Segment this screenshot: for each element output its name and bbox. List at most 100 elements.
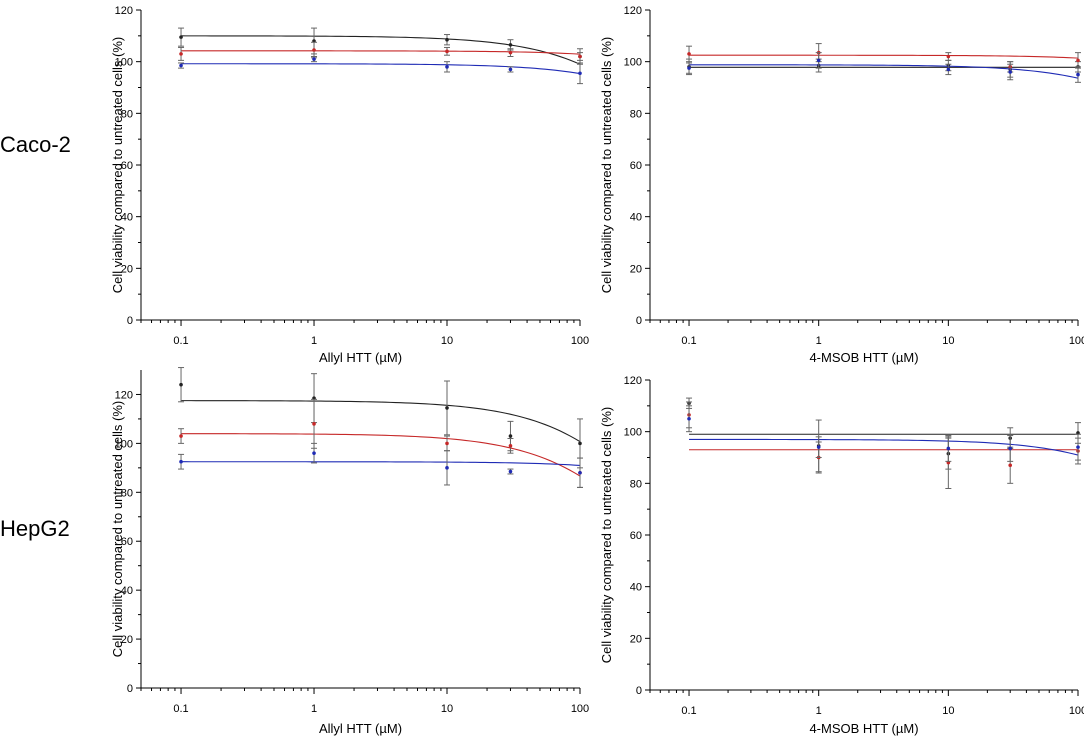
y-tick-label: 20 bbox=[630, 633, 642, 645]
x-tick-label: 1 bbox=[311, 335, 317, 347]
chart-panel-hepg2-msob: 0 20 40 60 80 100 120 0.1 1 10 100 4-MSOB HTT (µM) C… bbox=[599, 375, 1084, 736]
y-tick-label: 80 bbox=[121, 108, 133, 120]
x-tick-label: 0.1 bbox=[173, 335, 188, 347]
data-point-blue bbox=[179, 63, 183, 68]
data-point-black bbox=[179, 35, 183, 39]
y-tick-label: 0 bbox=[127, 683, 133, 695]
fit-curve-blue bbox=[689, 438, 1079, 456]
data-point-red bbox=[445, 441, 449, 446]
x-tick-label: 1 bbox=[816, 705, 822, 717]
data-point-blue bbox=[508, 469, 513, 474]
data-point-blue bbox=[578, 71, 582, 76]
y-tick-label: 120 bbox=[115, 389, 133, 401]
y-axis-title: Cell viability compared to untreated cel… bbox=[599, 37, 614, 294]
fit-curve-red bbox=[689, 54, 1079, 59]
data-point-blue bbox=[312, 451, 316, 455]
y-tick-label: 100 bbox=[624, 57, 642, 69]
x-tick-label: 1 bbox=[311, 703, 317, 715]
x-tick-label: 100 bbox=[571, 703, 589, 715]
y-axis-title: Cell viability compared to untreated cel… bbox=[599, 407, 614, 664]
y-tick-label: 40 bbox=[630, 212, 642, 224]
y-tick-label: 40 bbox=[121, 212, 133, 224]
y-tick-label: 100 bbox=[624, 427, 642, 439]
y-tick-label: 0 bbox=[636, 315, 642, 327]
row-label-hepg2: HepG2 bbox=[0, 516, 70, 541]
x-tick-label: 10 bbox=[441, 703, 453, 715]
data-point-red bbox=[508, 50, 513, 55]
data-point-red bbox=[946, 54, 951, 59]
x-tick-label: 100 bbox=[571, 335, 589, 347]
x-tick-label: 10 bbox=[942, 705, 954, 717]
data-point-black bbox=[508, 43, 513, 47]
y-tick-label: 0 bbox=[636, 685, 642, 697]
y-tick-label: 60 bbox=[630, 160, 642, 172]
data-point-black bbox=[508, 434, 513, 438]
data-point-black bbox=[445, 406, 449, 410]
y-tick-label: 20 bbox=[121, 263, 133, 275]
fit-curve-blue bbox=[689, 64, 1079, 79]
data-point-blue bbox=[445, 466, 449, 470]
data-point-blue bbox=[179, 459, 183, 464]
x-tick-label: 0.1 bbox=[681, 335, 696, 347]
data-point-blue bbox=[946, 446, 951, 451]
data-point-blue bbox=[946, 67, 951, 72]
data-point-red bbox=[687, 52, 691, 56]
data-point-blue bbox=[816, 445, 821, 449]
data-point-red bbox=[1008, 463, 1013, 468]
x-axis-title: Allyl HTT (µM) bbox=[319, 350, 402, 365]
data-point-blue bbox=[578, 470, 582, 475]
data-point-black bbox=[445, 37, 449, 42]
chart-panel-caco2-msob: 0 20 40 60 80 100 120 0.1 1 10 100 4-MSOB HTT (µM) C… bbox=[599, 5, 1084, 365]
data-point-black bbox=[179, 382, 183, 387]
data-point-blue bbox=[1076, 72, 1080, 77]
data-point-blue bbox=[1008, 446, 1013, 451]
y-tick-label: 120 bbox=[624, 5, 642, 17]
y-tick-label: 100 bbox=[115, 438, 133, 450]
x-tick-label: 10 bbox=[441, 335, 453, 347]
fit-curve-red bbox=[181, 433, 581, 477]
fit-curve-black bbox=[181, 400, 581, 443]
data-point-blue bbox=[816, 58, 821, 63]
data-point-blue bbox=[445, 65, 449, 69]
y-axis-title: Cell viability compared to untreated cel… bbox=[110, 37, 125, 294]
y-tick-label: 80 bbox=[630, 478, 642, 490]
y-tick-label: 60 bbox=[121, 536, 133, 548]
y-tick-label: 60 bbox=[121, 160, 133, 172]
data-point-blue bbox=[1008, 70, 1013, 74]
x-tick-label: 100 bbox=[1069, 335, 1084, 347]
x-tick-label: 100 bbox=[1069, 705, 1084, 717]
x-axis-title: 4-MSOB HTT (µM) bbox=[809, 350, 918, 365]
data-point-red bbox=[179, 52, 183, 56]
data-point-blue bbox=[687, 416, 691, 421]
fit-curve-black bbox=[181, 35, 581, 65]
y-tick-label: 40 bbox=[121, 585, 133, 597]
x-tick-label: 10 bbox=[942, 335, 954, 347]
y-tick-label: 80 bbox=[630, 108, 642, 120]
data-point-blue bbox=[1076, 445, 1080, 449]
y-axis-title: Cell viability compared to untreated cel… bbox=[110, 401, 125, 658]
y-tick-label: 20 bbox=[630, 263, 642, 275]
chart-panel-caco2-allyl: 0 20 40 60 80 100 120 0.1 1 10 100 Allyl HTT (µM) Ce… bbox=[110, 5, 589, 365]
data-point-red bbox=[312, 48, 316, 52]
y-tick-label: 20 bbox=[121, 634, 133, 646]
y-tick-label: 0 bbox=[127, 315, 133, 327]
x-tick-label: 0.1 bbox=[173, 703, 188, 715]
data-point-red bbox=[445, 49, 449, 54]
y-tick-label: 60 bbox=[630, 530, 642, 542]
data-point-red bbox=[179, 434, 183, 438]
y-tick-label: 120 bbox=[624, 375, 642, 387]
chart-panel-hepg2-allyl: 0 20 40 60 80 100 120 0.1 1 10 100 Allyl HTT (µM) Ce… bbox=[110, 367, 589, 736]
data-point-red bbox=[578, 54, 582, 59]
row-label-caco2: Caco-2 bbox=[0, 132, 71, 157]
data-point-blue bbox=[508, 67, 513, 72]
fit-curve-blue bbox=[181, 63, 581, 75]
x-tick-label: 1 bbox=[816, 335, 822, 347]
x-tick-label: 0.1 bbox=[681, 705, 696, 717]
y-tick-label: 80 bbox=[121, 487, 133, 499]
x-axis-title: 4-MSOB HTT (µM) bbox=[809, 721, 918, 736]
y-tick-label: 100 bbox=[115, 57, 133, 69]
data-point-red bbox=[1076, 58, 1080, 63]
data-point-blue bbox=[687, 66, 691, 70]
data-point-black bbox=[578, 441, 582, 446]
